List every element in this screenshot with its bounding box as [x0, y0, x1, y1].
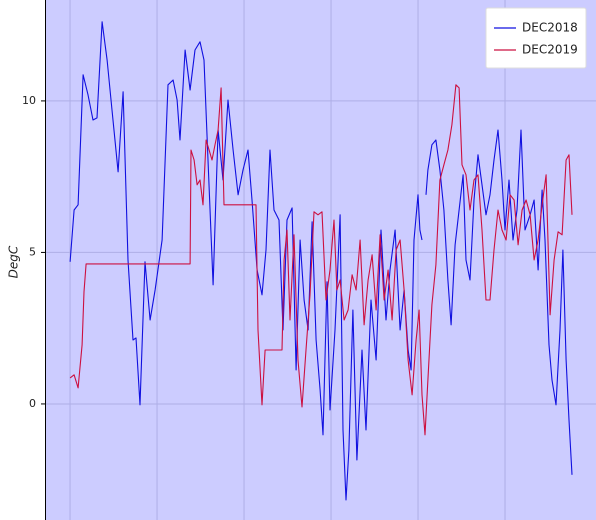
legend-label: DEC2019 — [522, 43, 578, 57]
legend-label: DEC2018 — [522, 21, 578, 35]
plot-background — [45, 0, 596, 520]
data-line — [69, 84, 573, 436]
y-tick-label: 5 — [29, 245, 36, 258]
y-axis-label: DegC — [7, 245, 21, 278]
y-tick-label: 0 — [29, 397, 36, 410]
data-line — [69, 21, 573, 501]
y-tick-label: 10 — [22, 94, 36, 107]
legend-box — [485, 7, 587, 69]
